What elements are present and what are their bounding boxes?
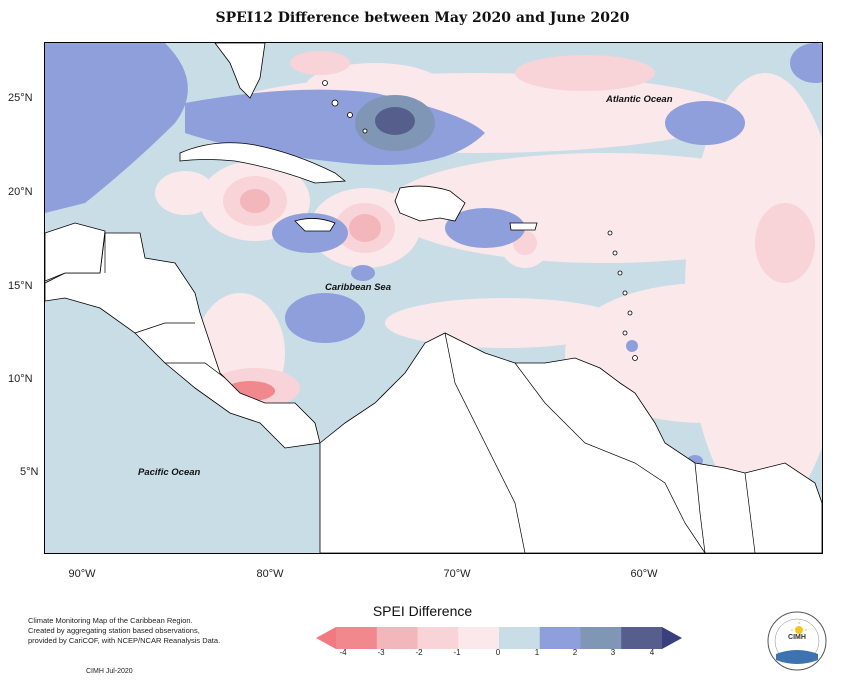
credits-line: provided by CariCOF, with NCEP/NCAR Rean… xyxy=(28,636,221,645)
lon-label-90w: 90°W xyxy=(68,568,96,580)
cuba-land xyxy=(179,142,347,184)
map-panel xyxy=(44,42,823,554)
credits-date: CIMH Jul-2020 xyxy=(86,668,133,675)
credits-line: Created by aggregating station based obs… xyxy=(28,626,200,635)
lat-label-5n: 5°N xyxy=(20,466,39,478)
florida-land xyxy=(214,43,266,99)
legend-color-box xyxy=(336,627,378,649)
spei-map xyxy=(45,43,822,553)
atlantic-ocean-label: Atlantic Ocean xyxy=(606,94,673,105)
legend-color-box xyxy=(458,627,500,649)
logo-text: CIMH xyxy=(788,634,806,641)
legend-color-bar xyxy=(316,627,682,649)
legend-tick: -2 xyxy=(415,648,423,657)
lat-label-15n: 15°N xyxy=(8,280,33,292)
lat-label-25n: 25°N xyxy=(8,92,33,104)
legend-title: SPEI Difference xyxy=(372,603,473,619)
bahamas-island xyxy=(331,99,339,107)
lat-label-20n: 20°N xyxy=(8,186,33,198)
lon-label-80w: 80°W xyxy=(256,568,284,580)
lon-label-70w: 70°W xyxy=(443,568,471,580)
legend-tick: 1 xyxy=(534,648,540,657)
legend-tick: -3 xyxy=(377,648,385,657)
legend-tick: 2 xyxy=(572,648,578,657)
cimh-sun-logo-icon xyxy=(767,611,827,671)
landmasses xyxy=(45,43,822,553)
legend-low-arrow xyxy=(316,627,336,649)
pacific-ocean-label: Pacific Ocean xyxy=(138,467,201,478)
credits-line: Climate Monitoring Map of the Caribbean … xyxy=(28,616,193,625)
lon-label-60w: 60°W xyxy=(630,568,658,580)
legend-tick: 4 xyxy=(649,648,655,657)
caribbean-sea-label: Caribbean Sea xyxy=(325,282,391,293)
puerto-rico-land xyxy=(509,222,538,231)
map-title: SPEI12 Difference between May 2020 and J… xyxy=(215,10,630,26)
legend-color-box xyxy=(376,627,418,649)
legend-tick: -4 xyxy=(339,648,347,657)
legend-color-box xyxy=(621,627,663,649)
legend-color-box xyxy=(499,627,541,649)
map-credits: Climate Monitoring Map of the Caribbean … xyxy=(28,616,248,646)
legend-color-box xyxy=(539,627,581,649)
country-borders xyxy=(104,233,756,553)
legend-color-box xyxy=(417,627,459,649)
legend-tick: -1 xyxy=(453,648,461,657)
legend-tick: 0 xyxy=(495,648,501,657)
legend-high-arrow xyxy=(662,627,682,649)
legend-color-boxes xyxy=(336,627,663,649)
legend-tick: 3 xyxy=(610,648,616,657)
central-america-land xyxy=(45,232,321,449)
legend-color-box xyxy=(580,627,622,649)
hispaniola-land xyxy=(394,185,466,222)
lat-label-10n: 10°N xyxy=(8,373,33,385)
jamaica-land xyxy=(294,218,336,232)
south-america-land xyxy=(319,332,822,553)
yucatan-land xyxy=(45,222,106,282)
